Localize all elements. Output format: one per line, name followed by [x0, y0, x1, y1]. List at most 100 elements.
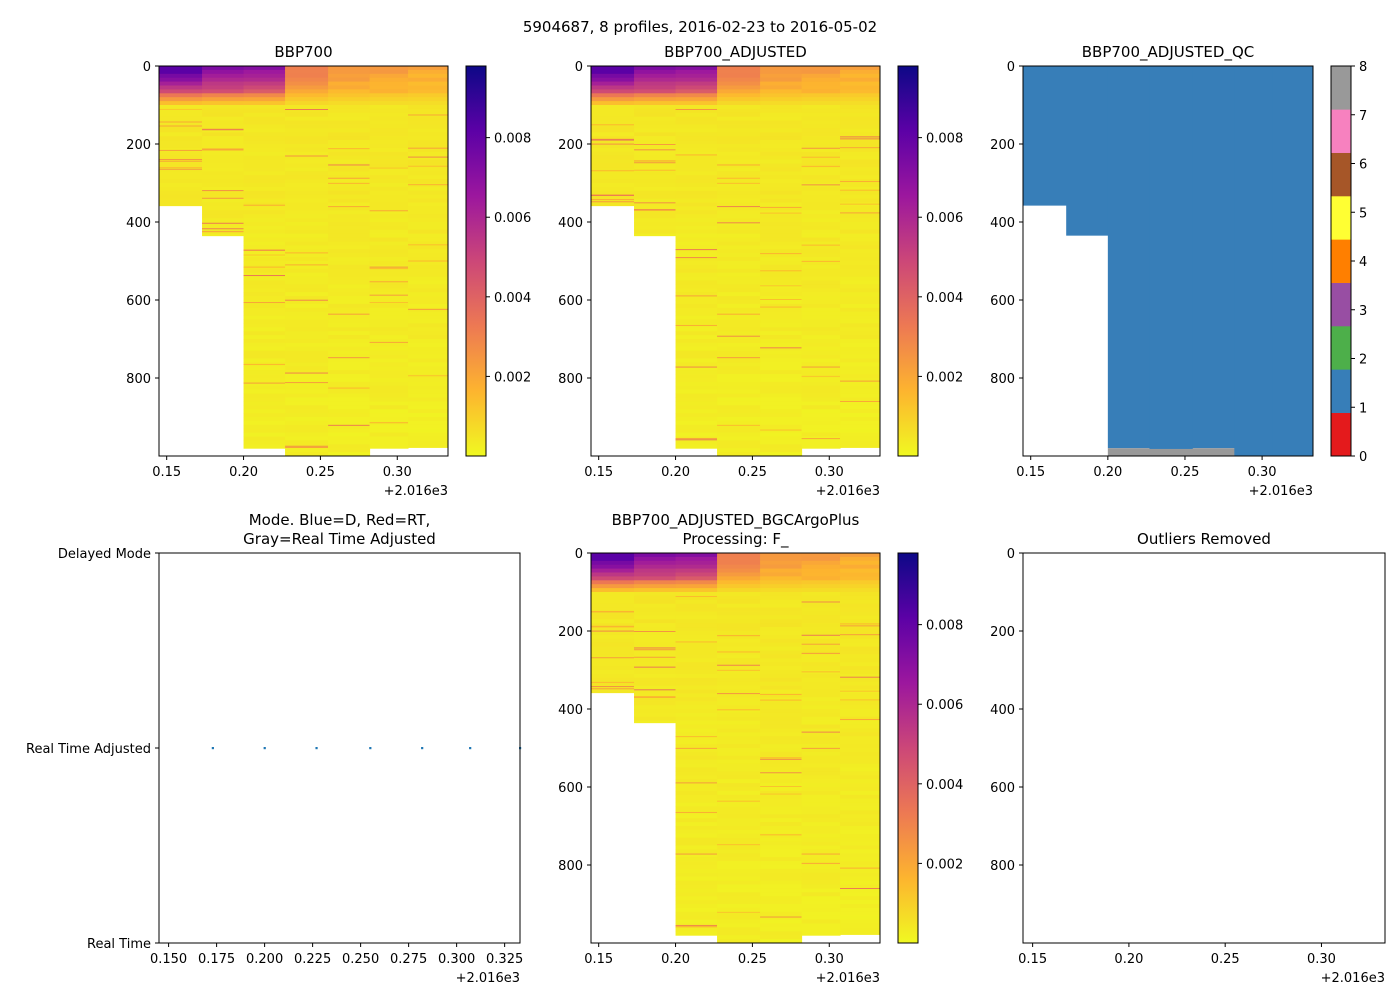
heatmap-cell	[285, 116, 329, 122]
heatmap-cell	[369, 261, 409, 266]
heatmap-spike	[717, 709, 761, 711]
heatmap-cell	[717, 670, 761, 675]
heatmap-cell	[717, 101, 761, 106]
heatmap-cell	[840, 144, 880, 149]
heatmap-cell	[840, 677, 880, 683]
heatmap-cell	[801, 907, 841, 913]
heatmap-cell	[328, 128, 371, 133]
heatmap-cell	[717, 697, 761, 702]
heatmap-spike	[675, 324, 718, 326]
heatmap-cell	[760, 670, 803, 675]
heatmap-cell	[760, 841, 803, 846]
heatmap-cell	[717, 829, 761, 835]
heatmap-spike	[634, 666, 676, 668]
heatmap-spike	[328, 387, 370, 389]
heatmap-cell	[408, 389, 448, 395]
heatmap-cell	[675, 385, 718, 391]
heatmap-cell	[328, 436, 371, 441]
heatmap-cell	[840, 794, 880, 800]
heatmap-cell	[243, 85, 286, 90]
heatmap-cell	[760, 705, 803, 710]
heatmap-cell	[760, 120, 803, 125]
heatmap-cell	[760, 233, 803, 239]
heatmap-cell	[408, 147, 448, 153]
heatmap-cell	[801, 405, 841, 410]
heatmap-cell	[634, 673, 677, 679]
heatmap-cell	[328, 420, 371, 426]
heatmap-cell	[840, 865, 880, 870]
heatmap-cell	[591, 77, 635, 83]
heatmap-spike	[328, 313, 370, 315]
heatmap-cell	[801, 132, 841, 137]
heatmap-cell	[634, 716, 677, 722]
heatmap-cell	[369, 436, 409, 441]
heatmap-cell	[369, 428, 409, 434]
heatmap-cell	[760, 939, 803, 943]
heatmap-cell	[243, 225, 286, 231]
heatmap-cell	[369, 413, 409, 418]
heatmap-cell	[801, 136, 841, 141]
colorbar-tick-label: 0.002	[494, 370, 531, 385]
heatmap-spike	[408, 114, 448, 116]
heatmap-cell	[760, 272, 803, 278]
heatmap-cell	[591, 654, 635, 659]
heatmap-cell	[840, 907, 880, 913]
heatmap-cell	[840, 923, 880, 928]
heatmap-cell	[760, 822, 803, 827]
x-tick-label: 0.25	[1211, 952, 1240, 967]
heatmap-cell	[243, 198, 286, 203]
heatmap-cell	[840, 728, 880, 733]
heatmap-cell	[801, 112, 841, 118]
heatmap-cell	[285, 432, 329, 437]
heatmap-cell	[760, 927, 803, 932]
heatmap-cell	[675, 900, 718, 905]
heatmap-cell	[801, 315, 841, 320]
heatmap-cell	[801, 732, 841, 737]
heatmap-cell	[717, 759, 761, 765]
colorbar-tick-label: 0	[1359, 450, 1367, 465]
heatmap-cell	[243, 393, 286, 398]
heatmap-cell	[243, 140, 286, 145]
heatmap-cell	[408, 81, 448, 86]
heatmap-cell	[408, 362, 448, 367]
heatmap-spike	[634, 209, 676, 211]
heatmap-cell	[760, 935, 803, 940]
heatmap-cell	[801, 97, 841, 102]
heatmap-cell	[801, 77, 841, 83]
heatmap-cell	[717, 93, 761, 98]
heatmap-cell	[369, 378, 409, 383]
heatmap-cell	[243, 175, 286, 180]
heatmap-cell	[840, 296, 880, 301]
heatmap-cell	[369, 73, 409, 79]
heatmap-cell	[801, 927, 841, 932]
y-tick-label: 200	[558, 138, 583, 153]
heatmap-cell	[801, 755, 841, 761]
heatmap-cell	[675, 374, 718, 379]
heatmap-cell	[840, 171, 880, 176]
heatmap-cell	[328, 159, 371, 164]
heatmap-cell	[717, 171, 761, 176]
heatmap-cell	[840, 303, 880, 309]
heatmap-spike	[840, 690, 880, 692]
heatmap-cell	[801, 89, 841, 94]
heatmap-cell	[328, 381, 371, 387]
heatmap-cell	[328, 362, 371, 367]
qc-cell	[1272, 66, 1313, 456]
heatmap-cell	[801, 884, 841, 889]
heatmap-cell	[801, 783, 841, 788]
heatmap-cell	[202, 144, 245, 149]
heatmap-cell	[760, 101, 803, 106]
heatmap-cell	[717, 73, 761, 79]
heatmap-spike	[760, 785, 802, 787]
heatmap-cell	[591, 112, 635, 118]
heatmap-cell	[675, 806, 718, 811]
heatmap-cell	[760, 303, 803, 309]
heatmap-cell	[717, 740, 761, 745]
heatmap-cell	[408, 136, 448, 141]
heatmap-cell	[328, 358, 371, 363]
heatmap-cell	[760, 798, 803, 804]
heatmap-cell	[717, 818, 761, 823]
heatmap-cell	[840, 264, 880, 270]
heatmap-cell	[634, 124, 677, 129]
heatmap-cell	[717, 108, 761, 114]
